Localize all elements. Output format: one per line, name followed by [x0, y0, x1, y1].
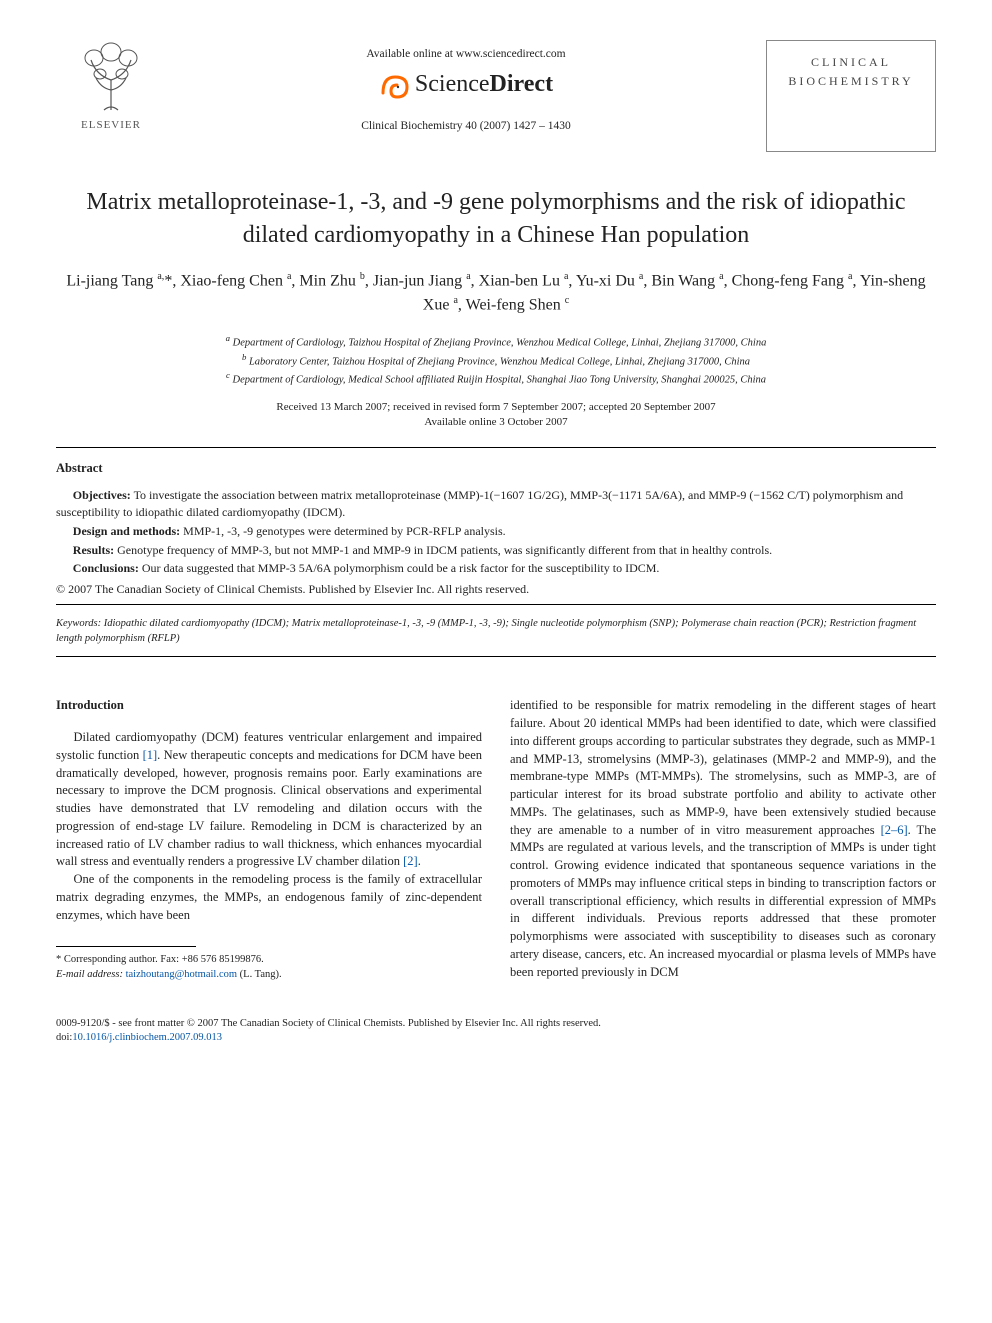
abstract-copyright: © 2007 The Canadian Society of Clinical … — [56, 581, 936, 598]
sciencedirect-text: ScienceDirect — [415, 68, 553, 102]
intro-para-3: identified to be responsible for matrix … — [510, 697, 936, 981]
keywords-label: Keywords: — [56, 618, 101, 629]
footnote-block: * Corresponding author. Fax: +86 576 851… — [56, 953, 482, 982]
sd-text-a: Science — [415, 71, 490, 97]
affil-c: c Department of Cardiology, Medical Scho… — [56, 369, 936, 388]
available-online-line: Available online at www.sciencedirect.co… — [366, 46, 565, 62]
publisher-logo-block: ELSEVIER — [56, 40, 166, 133]
email-line: E-mail address: taizhoutang@hotmail.com … — [56, 968, 482, 983]
footer: 0009-9120/$ - see front matter © 2007 Th… — [56, 1017, 936, 1046]
p3b: . The MMPs are regulated at various leve… — [510, 823, 936, 979]
article-title: Matrix metalloproteinase-1, -3, and -9 g… — [56, 186, 936, 251]
email-address[interactable]: taizhoutang@hotmail.com — [126, 969, 237, 980]
ref-link-range[interactable]: [2–6] — [881, 823, 908, 837]
affil-b: b Laboratory Center, Taizhou Hospital of… — [56, 351, 936, 370]
divider — [56, 604, 936, 605]
column-left: Introduction Dilated cardiomyopathy (DCM… — [56, 697, 482, 982]
sciencedirect-icon — [379, 69, 411, 101]
email-tail: (L. Tang). — [237, 969, 282, 980]
affil-a: a Department of Cardiology, Taizhou Hosp… — [56, 332, 936, 351]
intro-para-2: One of the components in the remodeling … — [56, 871, 482, 924]
elsevier-tree-icon — [76, 40, 146, 115]
divider — [56, 656, 936, 657]
online-date: Available online 3 October 2007 — [56, 415, 936, 430]
doi-value[interactable]: 10.1016/j.clinbiochem.2007.09.013 — [72, 1032, 222, 1043]
affil-b-text: Laboratory Center, Taizhou Hospital of Z… — [249, 356, 750, 367]
p1b: . New therapeutic concepts and medicatio… — [56, 748, 482, 869]
author-list: Li-jiang Tang a,*, Xiao-feng Chen a, Min… — [56, 269, 936, 318]
email-label: E-mail address: — [56, 969, 123, 980]
keywords: Keywords: Idiopathic dilated cardiomyopa… — [56, 617, 936, 646]
affil-a-text: Department of Cardiology, Taizhou Hospit… — [233, 337, 767, 348]
footnote-divider — [56, 946, 196, 947]
keywords-text: Idiopathic dilated cardiomyopathy (IDCM)… — [56, 618, 916, 644]
header: ELSEVIER Available online at www.science… — [56, 40, 936, 152]
journal-box-line2: BIOCHEMISTRY — [777, 72, 925, 91]
divider — [56, 447, 936, 448]
date-block: Received 13 March 2007; received in revi… — [56, 400, 936, 431]
doi-label: doi: — [56, 1032, 72, 1043]
abstract-results: Results: Genotype frequency of MMP-3, bu… — [56, 542, 936, 559]
intro-para-1: Dilated cardiomyopathy (DCM) features ve… — [56, 729, 482, 871]
affil-c-text: Department of Cardiology, Medical School… — [232, 375, 766, 386]
affiliations: a Department of Cardiology, Taizhou Hosp… — [56, 332, 936, 388]
conclusions-label: Conclusions: — [73, 561, 139, 575]
front-matter-line: 0009-9120/$ - see front matter © 2007 Th… — [56, 1017, 936, 1032]
body-columns: Introduction Dilated cardiomyopathy (DCM… — [56, 697, 936, 982]
journal-box-line1: CLINICAL — [777, 53, 925, 72]
conclusions-text: Our data suggested that MMP-3 5A/6A poly… — [139, 561, 660, 575]
abstract-objectives: Objectives: To investigate the associati… — [56, 487, 936, 521]
results-text: Genotype frequency of MMP-3, but not MMP… — [114, 543, 772, 557]
abstract-body: Objectives: To investigate the associati… — [56, 487, 936, 598]
p3a: identified to be responsible for matrix … — [510, 698, 936, 836]
results-label: Results: — [73, 543, 114, 557]
journal-cover-box: CLINICAL BIOCHEMISTRY — [766, 40, 936, 152]
publisher-name: ELSEVIER — [81, 118, 141, 133]
received-dates: Received 13 March 2007; received in revi… — [56, 400, 936, 415]
p1c: . — [418, 854, 421, 868]
design-label: Design and methods: — [73, 524, 180, 538]
abstract-heading: Abstract — [56, 460, 936, 478]
design-text: MMP-1, -3, -9 genotypes were determined … — [180, 524, 506, 538]
ref-link-1[interactable]: [1] — [143, 748, 158, 762]
intro-heading: Introduction — [56, 697, 482, 715]
journal-citation: Clinical Biochemistry 40 (2007) 1427 – 1… — [361, 118, 571, 134]
ref-link-2[interactable]: [2] — [403, 854, 418, 868]
sciencedirect-logo: ScienceDirect — [379, 68, 553, 102]
column-right: identified to be responsible for matrix … — [510, 697, 936, 982]
sd-text-b: Direct — [490, 71, 554, 97]
objectives-label: Objectives: — [73, 488, 131, 502]
abstract-design: Design and methods: MMP-1, -3, -9 genoty… — [56, 523, 936, 540]
corresponding-author: * Corresponding author. Fax: +86 576 851… — [56, 953, 482, 968]
abstract-conclusions: Conclusions: Our data suggested that MMP… — [56, 560, 936, 577]
header-center: Available online at www.sciencedirect.co… — [166, 40, 766, 134]
objectives-text: To investigate the association between m… — [56, 488, 903, 519]
doi-line: doi:10.1016/j.clinbiochem.2007.09.013 — [56, 1031, 936, 1046]
